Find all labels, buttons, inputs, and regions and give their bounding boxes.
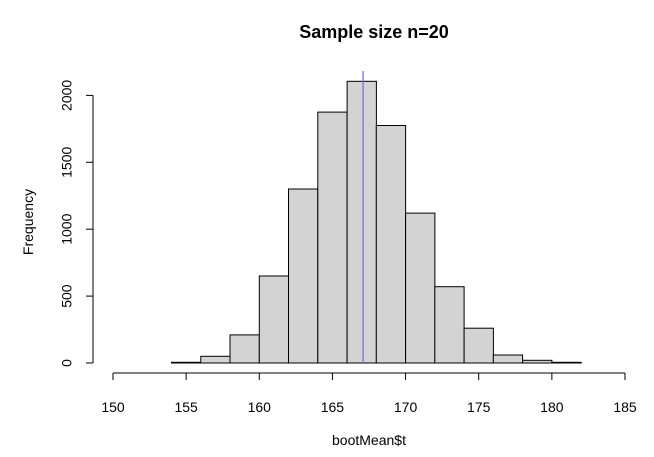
x-tick-label: 155 [174, 399, 198, 415]
histogram-bar [229, 334, 260, 364]
histogram-bar [434, 286, 465, 364]
x-tick-label: 175 [467, 399, 491, 415]
histogram-bar [551, 361, 582, 364]
x-axis-label: bootMean$t [332, 432, 406, 448]
histogram-bar [492, 354, 524, 364]
histogram-bar [405, 212, 436, 364]
histogram-bar [171, 361, 202, 364]
x-axis: 150 155 160 165 170 175 180 185 [101, 372, 637, 415]
histogram-bar [522, 359, 553, 364]
y-tick-label: 500 [59, 284, 75, 308]
y-tick-label: 2000 [59, 80, 75, 111]
histogram-bar [258, 275, 290, 364]
x-tick-label: 185 [613, 399, 637, 415]
histogram-bars [171, 80, 582, 364]
x-tick-label: 180 [540, 399, 564, 415]
chart-title: Sample size n=20 [299, 22, 449, 42]
y-tick-label: 0 [59, 359, 75, 367]
y-tick-label: 1000 [59, 213, 75, 244]
histogram-bar [463, 327, 494, 364]
x-tick-label: 170 [394, 399, 418, 415]
y-axis: 0 500 1000 1500 2000 [59, 80, 94, 367]
histogram-bar [200, 355, 231, 364]
histogram-bar [317, 111, 348, 364]
histogram-bar [375, 125, 407, 364]
histogram-bar [346, 80, 377, 364]
histogram-bar [288, 188, 319, 364]
x-tick-label: 150 [101, 399, 125, 415]
x-tick-label: 160 [248, 399, 272, 415]
x-tick-label: 165 [321, 399, 345, 415]
y-axis-label: Frequency [20, 189, 36, 255]
y-tick-label: 1500 [59, 147, 75, 178]
